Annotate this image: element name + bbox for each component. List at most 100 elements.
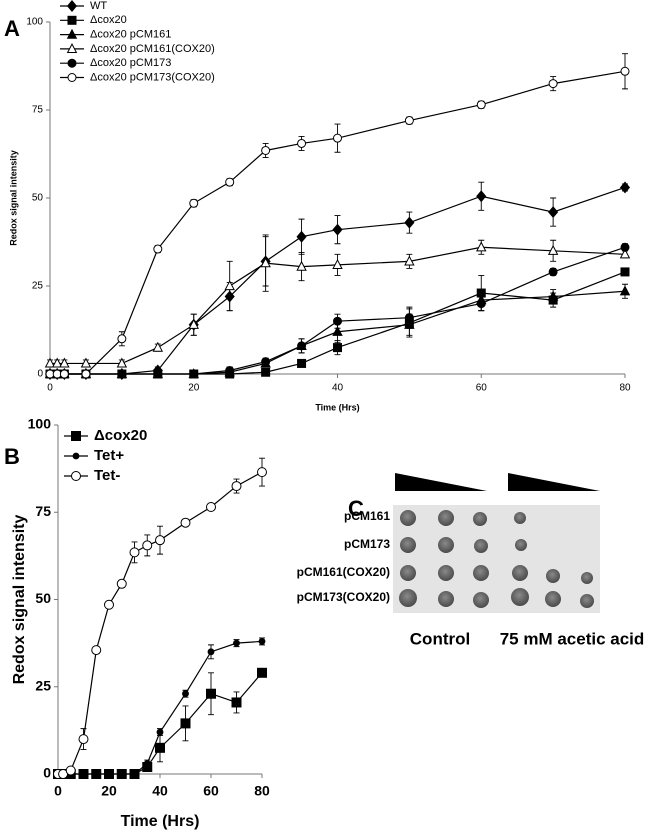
marker [104,599,114,610]
condition-label: 75 mM acetic acid [500,629,645,648]
marker [547,290,559,301]
y-tick-label: 50 [35,590,51,606]
panel-letter: A [4,16,20,41]
marker [180,517,191,528]
chart: A 0 25 50 75 100 0 20 40 60 80 Time (Hrs) Redox sign… [4,0,631,412]
strain-label: pCM173 [344,537,390,551]
legend-marker [71,471,81,481]
x-tick-label: 60 [476,383,488,394]
marker [59,357,70,368]
marker [153,244,163,254]
marker [143,760,151,767]
marker [153,369,163,379]
marker [78,734,89,745]
marker [261,145,271,155]
legend-label: Δcox20 pCM161(COX20) [90,43,215,55]
legend-marker [66,28,78,39]
legend-marker [71,431,81,441]
marker [297,138,307,148]
marker [182,690,189,698]
x-tick-label: 80 [254,783,270,799]
legend-label: WT [90,0,107,12]
marker [296,230,307,243]
marker [206,502,216,513]
marker [231,697,242,708]
marker [117,334,127,344]
marker [476,190,487,203]
marker [333,343,342,353]
marker [297,341,307,351]
legend-label: Δcox20 pCM173(COX20) [90,71,215,83]
legend-label: Tet+ [94,447,124,464]
y-tick-label: 75 [32,105,44,116]
condition-label: Control [410,629,470,648]
legend-marker [72,452,80,460]
marker [155,742,165,753]
marker [333,316,342,326]
marker [92,770,100,778]
x-tick-label: 80 [619,383,631,394]
marker [260,257,271,268]
marker [619,248,631,259]
marker [333,133,342,143]
marker [548,206,559,219]
x-tick-label: 60 [203,783,219,799]
marker [404,313,414,323]
legend-marker [67,15,77,25]
series [45,53,630,379]
series [44,283,631,379]
strain-label: pCM161(COX20) [297,565,390,579]
marker [619,285,631,296]
marker [117,369,127,379]
marker [156,728,164,736]
marker [65,765,76,776]
colonies [399,510,594,608]
x-axis-label: Time (Hrs) [121,813,200,830]
marker [188,318,199,329]
marker [404,255,415,266]
dilution-wedge [395,473,487,491]
marker [152,341,164,352]
marker [231,481,242,492]
marker [261,367,271,377]
marker [548,267,558,277]
marker [207,648,215,656]
y-tick-label: 50 [32,193,44,204]
marker [80,357,92,368]
marker [404,216,415,229]
marker [257,467,267,478]
y-tick-label: 25 [35,677,51,693]
marker [131,770,138,778]
marker [404,116,414,126]
marker [476,299,486,309]
marker [80,770,87,778]
legend-marker [67,58,77,68]
marker [180,718,191,729]
marker [332,259,343,269]
legend-marker [66,43,78,53]
strain-label: pCM161 [344,509,390,523]
marker [296,260,307,271]
marker [206,688,216,699]
legend-marker [66,0,78,12]
marker [620,242,630,252]
marker [225,365,235,375]
x-tick-label: 0 [54,783,62,799]
marker [257,667,267,678]
marker [261,357,271,367]
marker [105,770,113,778]
plate-image [393,505,600,613]
marker [620,267,630,277]
y-tick-label: 0 [43,765,51,781]
marker [619,181,631,194]
marker [297,358,307,368]
marker [44,357,56,368]
marker [189,198,199,208]
marker [118,770,126,778]
marker [116,357,128,368]
marker [476,100,486,110]
y-tick-label: 100 [28,416,52,432]
y-tick-label: 0 [37,369,43,380]
series [53,457,267,779]
